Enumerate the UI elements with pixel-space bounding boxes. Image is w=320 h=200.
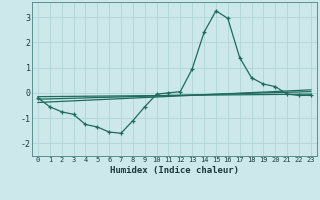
X-axis label: Humidex (Indice chaleur): Humidex (Indice chaleur) [110,166,239,175]
